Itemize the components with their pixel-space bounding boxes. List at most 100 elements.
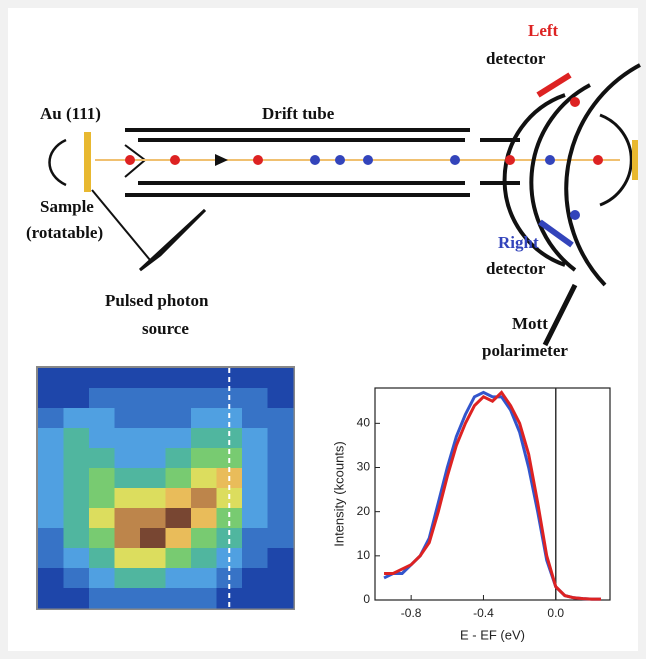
- heatmap-cell: [166, 368, 192, 389]
- heatmap-cell: [242, 488, 268, 509]
- heatmap-cell: [191, 548, 217, 569]
- heatmap-cell: [191, 508, 217, 529]
- heatmap-cell: [242, 408, 268, 429]
- heatmap-cell: [140, 568, 166, 589]
- right-detector-label: detector: [486, 259, 546, 278]
- heatmap-cell: [89, 468, 115, 489]
- heatmap-cell: [140, 368, 166, 389]
- heatmap-cell: [268, 368, 294, 389]
- heatmap-cell: [166, 508, 192, 529]
- heatmap-cell: [64, 428, 90, 449]
- right-label: Right: [498, 233, 539, 252]
- heatmap-cell: [38, 548, 64, 569]
- heatmap-cell: [191, 388, 217, 409]
- heatmap-cell: [191, 568, 217, 589]
- heatmap-cell: [191, 408, 217, 429]
- heatmap-cell: [242, 568, 268, 589]
- heatmap-cell: [115, 488, 141, 509]
- heatmap-cell: [115, 388, 141, 409]
- heatmap-cell: [268, 548, 294, 569]
- heatmap-cell: [115, 468, 141, 489]
- heatmap-cell: [166, 528, 192, 549]
- heatmap-cell: [242, 368, 268, 389]
- heatmap-cell: [166, 388, 192, 409]
- y-tick-label: 0: [363, 592, 370, 606]
- heatmap-cell: [38, 448, 64, 469]
- heatmap-cell: [268, 428, 294, 449]
- heatmap-cell: [242, 588, 268, 609]
- y-tick-label: 20: [357, 504, 371, 518]
- figure: Left detector Au (111) Drift tube Sample…: [0, 0, 646, 659]
- heatmap-cell: [268, 508, 294, 529]
- heatmap-cell: [242, 528, 268, 549]
- y-axis-label: Intensity (kcounts): [331, 441, 346, 547]
- heatmap-cell: [38, 508, 64, 529]
- heatmap-cell: [140, 588, 166, 609]
- heatmap-cell: [191, 488, 217, 509]
- heatmap-cell: [38, 428, 64, 449]
- heatmap-cell: [89, 568, 115, 589]
- heatmap-cell: [64, 528, 90, 549]
- heatmap-cell: [115, 508, 141, 529]
- heatmap-cell: [191, 428, 217, 449]
- drift-tube-label: Drift tube: [262, 104, 335, 123]
- heatmap-cell: [64, 488, 90, 509]
- heatmap-cell: [166, 468, 192, 489]
- x-tick-label: -0.4: [473, 606, 494, 620]
- heatmap-cell: [64, 468, 90, 489]
- heatmap-cell: [38, 588, 64, 609]
- heatmap-cell: [89, 408, 115, 429]
- heatmap-cell: [140, 428, 166, 449]
- heatmap-cell: [140, 468, 166, 489]
- heatmap-cell: [268, 588, 294, 609]
- heatmap-cell: [64, 508, 90, 529]
- heatmap-cell: [166, 548, 192, 569]
- heatmap-cell: [89, 588, 115, 609]
- heatmap-cell: [268, 528, 294, 549]
- heatmap-cell: [191, 528, 217, 549]
- heatmap-cell: [191, 368, 217, 389]
- heatmap-cell: [38, 408, 64, 429]
- heatmap-cell: [268, 448, 294, 469]
- left-detector-label: detector: [486, 49, 546, 68]
- heatmap-cell: [38, 468, 64, 489]
- y-tick-label: 30: [357, 460, 371, 474]
- heatmap-cell: [115, 588, 141, 609]
- heatmap-cell: [242, 388, 268, 409]
- y-tick-label: 10: [357, 548, 371, 562]
- heatmap-cell: [166, 588, 192, 609]
- heatmap-cell: [38, 388, 64, 409]
- polarimeter-label: polarimeter: [482, 341, 568, 360]
- heatmap-cell: [115, 448, 141, 469]
- heatmap-cell: [38, 568, 64, 589]
- heatmap-cell: [268, 488, 294, 509]
- mott-label: Mott: [512, 314, 548, 333]
- heatmap-cell: [64, 408, 90, 429]
- sample-label: Sample: [40, 197, 94, 216]
- heatmap-cell: [64, 588, 90, 609]
- heatmap-cell: [115, 368, 141, 389]
- heatmap-cell: [140, 508, 166, 529]
- x-tick-label: 0.0: [547, 606, 564, 620]
- heatmap-cell: [191, 588, 217, 609]
- heatmap-cell: [191, 468, 217, 489]
- heatmap-cell: [115, 428, 141, 449]
- heatmap-cell: [89, 368, 115, 389]
- heatmap-cell: [64, 548, 90, 569]
- au-label: Au (111): [40, 104, 101, 123]
- heatmap-cell: [38, 488, 64, 509]
- heatmap-cell: [64, 568, 90, 589]
- heatmap-cell: [38, 528, 64, 549]
- heatmap-cell: [89, 448, 115, 469]
- x-tick-label: -0.8: [401, 606, 422, 620]
- heatmap-cell: [191, 448, 217, 469]
- heatmap-cell: [242, 468, 268, 489]
- heatmap-cell: [115, 408, 141, 429]
- heatmap-cell: [140, 488, 166, 509]
- heatmap-cell: [89, 548, 115, 569]
- heatmap-cell: [140, 528, 166, 549]
- heatmap-cell: [166, 408, 192, 429]
- source-label: source: [142, 319, 189, 338]
- heatmap-cell: [64, 448, 90, 469]
- left-label: Left: [528, 21, 559, 40]
